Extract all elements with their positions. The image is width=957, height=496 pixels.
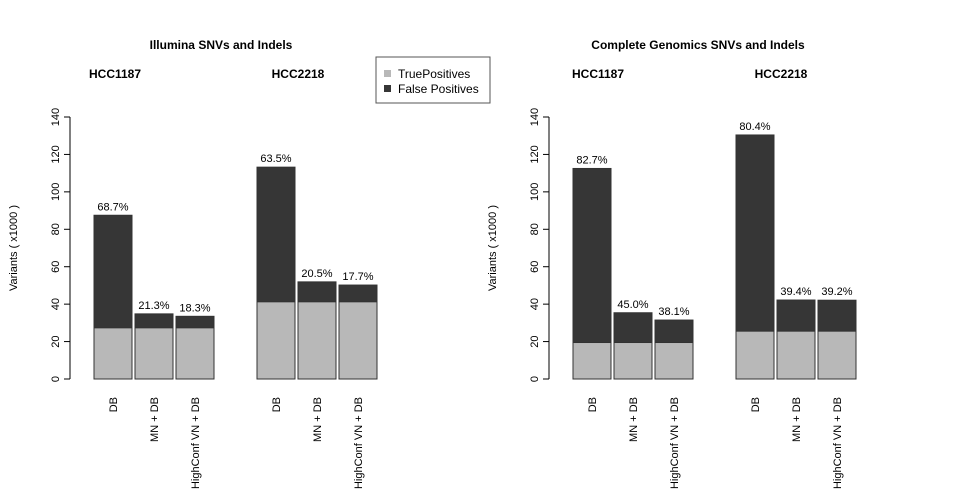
illumina-hcc2218-db-true-positives-bar xyxy=(256,301,296,380)
complete-genomics-y-tick-label: 0 xyxy=(529,376,541,382)
complete-genomics-hcc1187-highconf-vn-db-false-positives-bar xyxy=(654,319,694,344)
illumina-y-tick-label: 20 xyxy=(50,335,62,347)
illumina-hcc2218-highconf-vn-db-true-positives-bar xyxy=(338,301,378,380)
complete-genomics-hcc1187-group-label: HCC1187 xyxy=(572,67,624,81)
complete-genomics-hcc1187-mn-db-category-label: MN + DB xyxy=(628,397,640,442)
legend-swatch-false-positives xyxy=(384,85,391,92)
complete-genomics-hcc1187-highconf-vn-db-category-label: HighConf VN + DB xyxy=(669,397,681,489)
complete-genomics-y-tick-label: 60 xyxy=(529,261,541,273)
complete-genomics-hcc2218-highconf-vn-db-percent-label: 39.2% xyxy=(821,286,852,298)
legend-box xyxy=(375,56,491,104)
illumina-hcc2218-highconf-vn-db-percent-label: 17.7% xyxy=(342,271,373,283)
illumina-hcc1187-highconf-vn-db-category-label: HighConf VN + DB xyxy=(190,397,202,489)
illumina-hcc2218-highconf-vn-db-category-label: HighConf VN + DB xyxy=(353,397,365,489)
illumina-y-tick-label: 100 xyxy=(50,183,62,201)
complete-genomics-y-tick-label: 20 xyxy=(529,335,541,347)
complete-genomics-hcc1187-db-false-positives-bar xyxy=(572,167,612,344)
complete-genomics-hcc2218-db-category-label: DB xyxy=(750,397,762,412)
complete-genomics-hcc1187-mn-db-false-positives-bar xyxy=(613,312,653,344)
illumina-hcc1187-highconf-vn-db-false-positives-bar xyxy=(175,315,215,329)
complete-genomics-hcc1187-highconf-vn-db-true-positives-bar xyxy=(654,342,694,380)
illumina-hcc1187-db-true-positives-bar xyxy=(93,327,133,380)
illumina-hcc2218-mn-db-category-label: MN + DB xyxy=(312,397,324,442)
illumina-y-tick-label: 140 xyxy=(50,108,62,126)
illumina-hcc2218-db-percent-label: 63.5% xyxy=(260,153,291,165)
complete-genomics-hcc1187-mn-db-true-positives-bar xyxy=(613,342,653,380)
complete-genomics-hcc2218-highconf-vn-db-true-positives-bar xyxy=(817,330,857,380)
illumina-hcc1187-highconf-vn-db-true-positives-bar xyxy=(175,327,215,380)
illumina-y-axis: 0 20 40 60 80 100 120 140 xyxy=(50,108,71,382)
illumina-hcc1187-db-category-label: DB xyxy=(108,397,120,412)
illumina-hcc1187-highconf-vn-db-percent-label: 18.3% xyxy=(179,302,210,314)
illumina-y-tick-label: 120 xyxy=(50,145,62,163)
complete-genomics-hcc2218-mn-db-true-positives-bar xyxy=(776,330,816,380)
complete-genomics-hcc2218-mn-db-false-positives-bar xyxy=(776,299,816,332)
complete-genomics-panel: Complete Genomics SNVs and Indels 0 20 40 6… xyxy=(487,38,857,489)
complete-genomics-y-tick-label: 120 xyxy=(529,145,541,163)
illumina-hcc1187-db-percent-label: 68.7% xyxy=(97,201,128,213)
complete-genomics-hcc2218-db-false-positives-bar xyxy=(735,134,775,332)
illumina-hcc2218-group-label: HCC2218 xyxy=(272,67,325,81)
illumina-y-tick-label: 60 xyxy=(50,261,62,273)
complete-genomics-bars: HCC1187 82.7% DB 45.0% MN + DB 38.1% HighConf … xyxy=(572,67,857,489)
complete-genomics-hcc1187-db-category-label: DB xyxy=(587,397,599,412)
legend-swatch-true-positives xyxy=(384,70,391,77)
complete-genomics-hcc2218-group-label: HCC2218 xyxy=(755,67,808,81)
illumina-hcc2218-db-false-positives-bar xyxy=(256,166,296,303)
complete-genomics-y-tick-label: 140 xyxy=(529,108,541,126)
complete-genomics-hcc1187-highconf-vn-db-percent-label: 38.1% xyxy=(658,306,689,318)
complete-genomics-hcc2218-mn-db-percent-label: 39.4% xyxy=(780,286,811,298)
complete-genomics-y-tick-label: 100 xyxy=(529,183,541,201)
complete-genomics-y-axis-label: Variants ( x1000 ) xyxy=(487,205,499,291)
illumina-hcc2218-mn-db-true-positives-bar xyxy=(297,301,337,380)
complete-genomics-hcc2218-db-true-positives-bar xyxy=(735,330,775,380)
complete-genomics-hcc1187-db-percent-label: 82.7% xyxy=(576,154,607,166)
complete-genomics-hcc1187-mn-db-percent-label: 45.0% xyxy=(617,299,648,311)
complete-genomics-y-axis: 0 20 40 60 80 100 120 140 xyxy=(529,108,550,382)
illumina-y-tick-label: 40 xyxy=(50,298,62,310)
complete-genomics-y-tick-label: 40 xyxy=(529,298,541,310)
legend-label-false-positives: False Positives xyxy=(398,82,479,96)
illumina-y-axis-label: Variants ( x1000 ) xyxy=(8,205,20,291)
complete-genomics-hcc1187-db-true-positives-bar xyxy=(572,342,612,380)
illumina-hcc2218-mn-db-false-positives-bar xyxy=(297,281,337,303)
legend: TruePositives False Positives xyxy=(375,56,491,104)
illumina-hcc1187-mn-db-true-positives-bar xyxy=(134,327,174,380)
complete-genomics-hcc2218-db-percent-label: 80.4% xyxy=(739,121,770,133)
illumina-hcc1187-group-label: HCC1187 xyxy=(89,67,141,81)
illumina-y-tick-label: 80 xyxy=(50,223,62,235)
illumina-bars: HCC1187 68.7% DB 21.3% MN + DB 18.3% HighConf … xyxy=(89,67,378,489)
illumina-hcc1187-mn-db-false-positives-bar xyxy=(134,313,174,329)
complete-genomics-hcc2218-mn-db-category-label: MN + DB xyxy=(791,397,803,442)
complete-genomics-hcc2218-highconf-vn-db-false-positives-bar xyxy=(817,299,857,332)
complete-genomics-chart-title: Complete Genomics SNVs and Indels xyxy=(591,38,805,52)
illumina-hcc1187-mn-db-percent-label: 21.3% xyxy=(138,300,169,312)
illumina-hcc2218-mn-db-percent-label: 20.5% xyxy=(301,268,332,280)
illumina-hcc2218-db-category-label: DB xyxy=(271,397,283,412)
illumina-y-tick-label: 0 xyxy=(50,376,62,382)
legend-label-true-positives: TruePositives xyxy=(398,67,470,81)
illumina-hcc1187-mn-db-category-label: MN + DB xyxy=(149,397,161,442)
illumina-hcc1187-db-false-positives-bar xyxy=(93,214,133,329)
illumina-hcc2218-highconf-vn-db-false-positives-bar xyxy=(338,284,378,303)
illumina-panel: Illumina SNVs and Indels 0 20 40 60 80 100 120… xyxy=(8,38,378,489)
complete-genomics-y-tick-label: 80 xyxy=(529,223,541,235)
illumina-chart-title: Illumina SNVs and Indels xyxy=(150,38,293,52)
complete-genomics-hcc2218-highconf-vn-db-category-label: HighConf VN + DB xyxy=(832,397,844,489)
